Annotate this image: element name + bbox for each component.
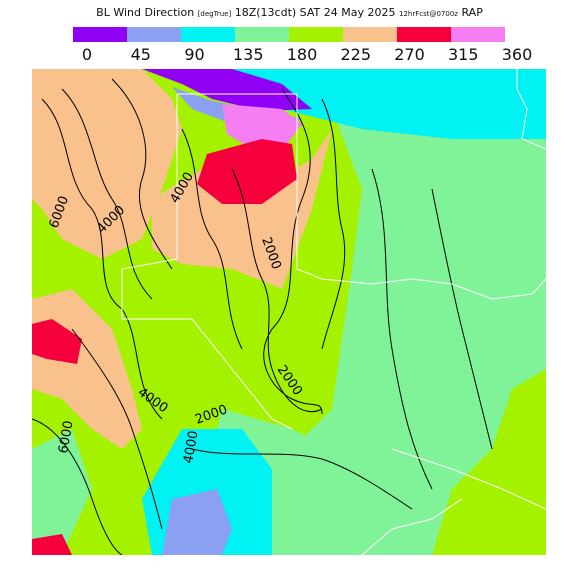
contour-label: 6000 [56, 419, 77, 454]
legend-tick-label: 225 [340, 45, 372, 64]
contour-label: 4000 [181, 429, 202, 464]
title-model: RAP [461, 6, 483, 19]
region-west-bottom [32, 534, 72, 555]
map-title: BL Wind Direction [degTrue] 18Z(13cdt) S… [0, 6, 579, 19]
legend-tick-label: 315 [447, 45, 479, 64]
legend-tick-label: 270 [394, 45, 425, 64]
legend-tick-label: 90 [184, 45, 205, 64]
region-north [142, 69, 312, 111]
region-southeast-east [272, 109, 546, 555]
legend-tick-label: 0 [81, 45, 93, 64]
title-forecast: 12hrFcst@0700z [398, 10, 458, 18]
title-time: 18Z(13cdt) SAT 24 May 2025 [234, 6, 396, 19]
region-southwest-west [32, 69, 182, 259]
region-southwest-center [152, 129, 332, 289]
legend-tick-label: 360 [501, 45, 533, 64]
contour-lines [32, 78, 493, 555]
legend-swatch [343, 27, 397, 42]
region-west-left [32, 319, 82, 364]
region-west-center [197, 139, 297, 204]
legend-tick-label: 135 [232, 45, 264, 64]
title-units: [degTrue] [197, 10, 232, 18]
legend-swatch [181, 27, 235, 42]
region-east-north [222, 69, 546, 139]
legend-swatch [73, 27, 127, 42]
legend-ticks: 0 45 90 135 180 225 270 315 360 [0, 45, 579, 65]
title-field: BL Wind Direction [96, 6, 195, 19]
wind-direction-map: 6000 4000 4000 2000 2000 4000 2000 4000 … [32, 69, 546, 555]
legend-swatch [127, 27, 181, 42]
legend-tick-label: 180 [286, 45, 318, 64]
legend-tick-label: 45 [130, 45, 151, 64]
legend-swatch [235, 27, 289, 42]
color-legend [73, 27, 505, 42]
region-northwest [222, 104, 302, 149]
region-southeast-west [32, 429, 92, 555]
region-northeast-south [162, 489, 232, 555]
legend-swatch [289, 27, 343, 42]
state-borders [121, 69, 546, 555]
legend-swatch [397, 27, 451, 42]
legend-swatch [451, 27, 505, 42]
